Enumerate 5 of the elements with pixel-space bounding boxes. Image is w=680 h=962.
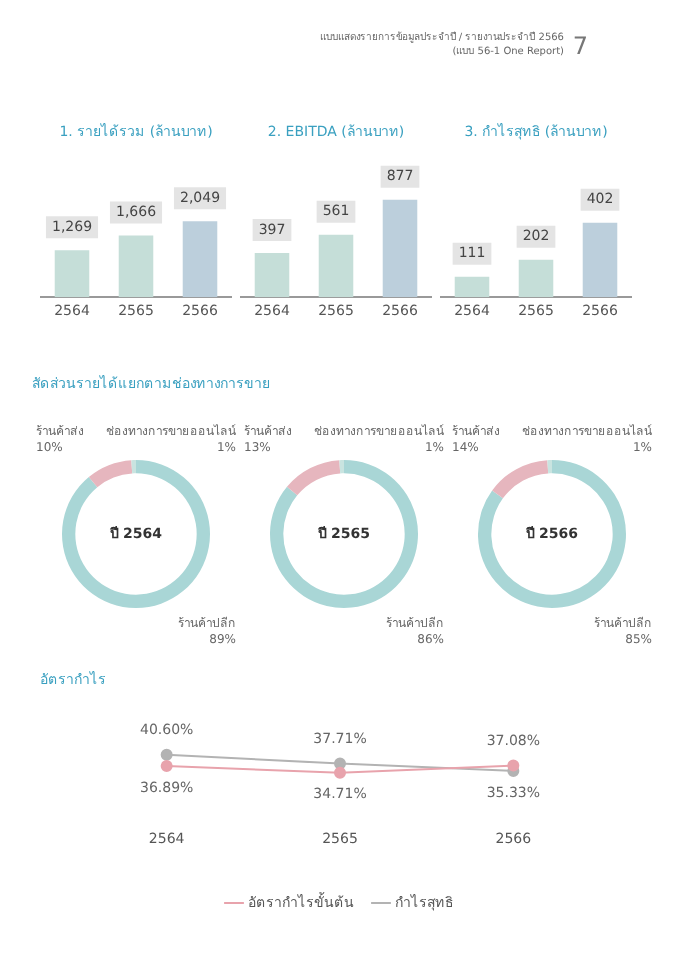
point	[160, 760, 173, 773]
text: 7	[572, 32, 588, 60]
point	[507, 759, 520, 772]
point	[160, 748, 173, 761]
point	[334, 766, 346, 779]
